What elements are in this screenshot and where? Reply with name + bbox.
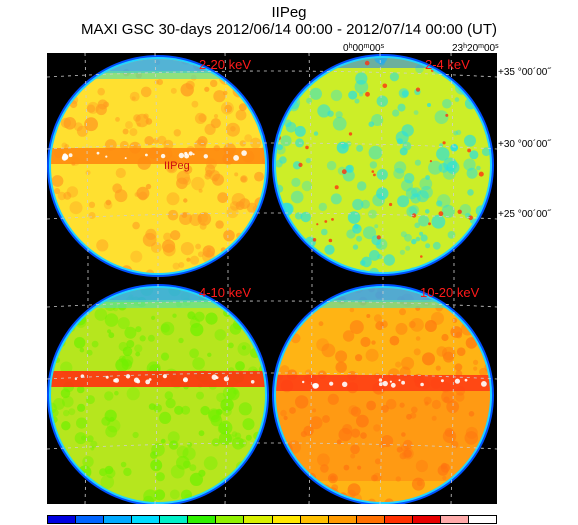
colorbar-swatch-9 bbox=[300, 516, 329, 523]
coordinate-grid bbox=[46, 52, 498, 505]
colorbar-swatch-12 bbox=[384, 516, 413, 523]
colorbar-swatch-10 bbox=[328, 516, 357, 523]
colorbar-swatch-3 bbox=[132, 516, 161, 523]
dec-label-35: +35 °00´00˝ bbox=[498, 67, 551, 78]
colorbar-swatch-14 bbox=[440, 516, 469, 523]
colorbar-swatch-5 bbox=[188, 516, 217, 523]
ra-label-0h: 0h00m00s bbox=[343, 43, 385, 54]
colorbar-swatch-15 bbox=[468, 516, 496, 523]
colorbar-swatch-0 bbox=[48, 516, 77, 523]
colorbar-swatch-11 bbox=[356, 516, 385, 523]
panel-3 bbox=[272, 284, 494, 506]
colorbar-swatch-2 bbox=[104, 516, 133, 523]
map-subtitle: MAXI GSC 30-days 2012/06/14 00:00 - 2012… bbox=[80, 21, 498, 38]
hot-stripe bbox=[51, 148, 265, 164]
colorbar bbox=[47, 515, 497, 524]
colorbar-swatch-1 bbox=[76, 516, 105, 523]
colorbar-swatch-7 bbox=[244, 516, 273, 523]
colorbar-swatch-8 bbox=[272, 516, 301, 523]
band-label-1: 2-4 keV bbox=[425, 57, 470, 72]
dec-label-30: +30 °00´00˝ bbox=[498, 139, 551, 150]
colorbar-swatch-6 bbox=[216, 516, 245, 523]
panel-2 bbox=[47, 284, 269, 506]
ra-label-23h: 23h20m00s bbox=[452, 43, 499, 54]
band-label-3: 10-20 keV bbox=[420, 285, 480, 300]
band-label-2: 4-10 keV bbox=[199, 285, 251, 300]
band-label-0: 2-20 keV bbox=[199, 57, 251, 72]
source-label: IIPeg bbox=[164, 160, 190, 172]
map-title: IIPeg bbox=[271, 4, 307, 21]
colorbar-swatch-4 bbox=[160, 516, 189, 523]
sky-image-panels: 2-20 keV 2-4 keV 4-10 keV 10-20 keV IIPeg bbox=[46, 52, 498, 506]
hot-stripe bbox=[51, 371, 265, 387]
sky-map-svg: 2-20 keV 2-4 keV 4-10 keV 10-20 keV IIPeg bbox=[46, 52, 498, 506]
panel-0 bbox=[47, 55, 269, 277]
colorbar-swatch-13 bbox=[412, 516, 441, 523]
dec-label-25: +25 °00´00˝ bbox=[498, 209, 551, 220]
